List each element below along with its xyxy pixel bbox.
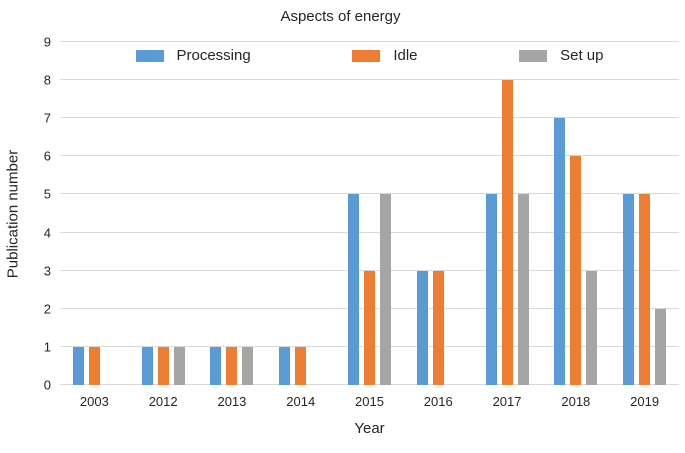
bar-group-2019 [610,42,679,385]
bar-idle-2016 [432,270,444,385]
legend-entry-idle: Idle [352,47,418,64]
bar-idle-2018 [570,156,582,385]
x-axis-ticks: 2003 2012 2013 2014 2015 2016 2017 2018 2019 [60,385,679,415]
y-tick-label-1: 1 [43,339,51,355]
bar-processing-2013 [210,346,222,385]
gridline-9 [60,41,679,42]
x-tick-label-2014: 2014 [286,394,316,409]
y-axis-ticks: 0 1 2 3 4 5 6 7 8 9 [24,36,60,392]
gridline-4 [60,231,679,233]
gridline-3 [60,269,679,271]
bar-set-up-2017 [517,194,529,385]
bar-group-2015 [335,42,404,385]
bar-processing-2019 [623,194,635,385]
bar-group-2016 [404,42,473,385]
bar-idle-2015 [363,270,375,385]
bar-group-2017 [473,42,542,385]
x-tick-label-2013: 2013 [217,394,247,409]
x-tick-label-2016: 2016 [423,394,453,409]
bar-set-up-2019 [655,308,667,385]
bar-processing-2018 [554,118,566,385]
bar-processing-2015 [347,194,359,385]
bar-processing-2014 [279,346,291,385]
plot-area: Processing Idle Set up [60,41,679,385]
bar-idle-2019 [639,194,651,385]
bar-processing-2016 [416,270,428,385]
bar-group-2014 [266,42,335,385]
y-axis-title-text: Publication number [4,149,22,278]
bar-processing-2017 [485,194,497,385]
chart-body: Publication number 0 1 2 3 4 5 6 7 8 9 Processing… [2,36,679,415]
bar-idle-2013 [226,346,238,385]
bar-idle-2003 [88,346,100,385]
bar-group-2013 [198,42,267,385]
y-tick-label-2: 2 [43,301,51,317]
legend-swatch-set-up [519,49,548,62]
gridline-6 [60,155,679,157]
x-tick-label-2012: 2012 [148,394,178,409]
legend: Processing Idle Set up [135,47,604,64]
x-tick-label-2018: 2018 [561,394,591,409]
y-axis-title: Publication number [2,42,24,385]
y-tick-label-5: 5 [43,186,51,202]
bar-idle-2014 [295,346,307,385]
y-tick-label-4: 4 [43,225,51,241]
bar-group-2012 [129,42,198,385]
y-tick-label-9: 9 [43,34,51,50]
gridline-5 [60,193,679,195]
legend-swatch-processing [135,49,164,62]
x-tick-label-2015: 2015 [355,394,384,409]
y-tick-label-8: 8 [43,72,51,88]
legend-label-set-up: Set up [560,47,604,64]
bar-set-up-2015 [379,194,391,385]
bar-set-up-2013 [242,346,254,385]
legend-entry-set-up: Set up [519,47,603,64]
bar-idle-2012 [157,346,169,385]
legend-label-processing: Processing [176,47,251,64]
bar-group-2018 [541,42,610,385]
legend-swatch-idle [352,49,381,62]
y-tick-label-6: 6 [43,148,51,164]
x-tick-label-2017: 2017 [492,394,522,409]
bar-group-2003 [60,42,129,385]
bar-processing-2003 [72,346,84,385]
y-tick-label-3: 3 [43,263,51,279]
y-tick-label-7: 7 [43,110,51,126]
bar-set-up-2012 [173,346,185,385]
y-tick-label-0: 0 [43,377,51,393]
bar-idle-2017 [501,80,513,385]
bars-layer [60,42,679,385]
legend-label-idle: Idle [393,47,418,64]
x-tick-label-2003: 2003 [79,394,109,409]
chart-title: Aspects of energy [280,8,401,25]
bar-set-up-2018 [586,270,598,385]
x-tick-label-2019: 2019 [630,394,660,409]
gridline-8 [60,79,679,81]
gridline-7 [60,117,679,119]
x-axis-title: Year [354,420,385,437]
legend-entry-processing: Processing [135,47,251,64]
bar-processing-2012 [141,346,153,385]
